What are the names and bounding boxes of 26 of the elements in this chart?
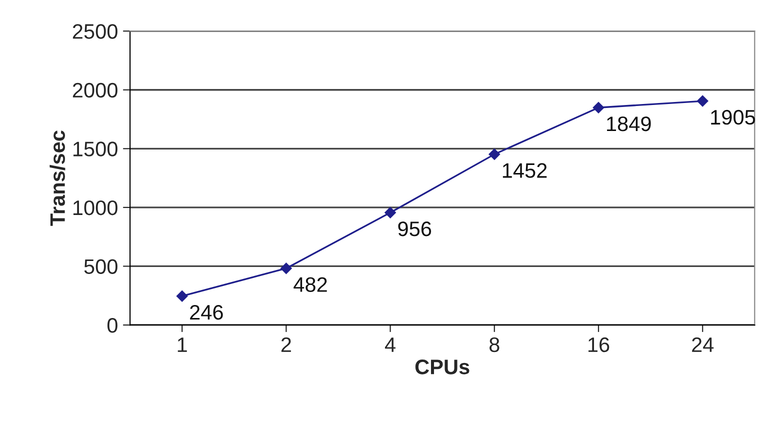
y-axis-title: Trans/sec <box>50 130 66 226</box>
point <box>384 207 396 218</box>
y-tick-label: 1000 <box>73 200 118 216</box>
y-tick-label: 2500 <box>72 24 118 39</box>
y-tick-label: 1500 <box>73 142 118 156</box>
x-tick-label: 8 <box>490 337 500 352</box>
x-tick-label: 24 <box>692 337 714 352</box>
x-tick-label: 16 <box>588 337 610 352</box>
point <box>696 95 708 107</box>
data-label: 1849 <box>607 116 651 132</box>
y-tick-label: 500 <box>84 259 118 274</box>
point <box>280 262 292 274</box>
x-axis-title: CPUs <box>415 360 470 374</box>
y-tick-label: 2000 <box>72 82 118 98</box>
x-tick-label: 1 <box>178 338 187 352</box>
point <box>176 290 188 302</box>
point <box>592 102 604 114</box>
x-tick-label: 4 <box>384 338 396 352</box>
data-label: 956 <box>398 221 432 236</box>
data-label: 246 <box>190 304 223 320</box>
data-label: 1452 <box>502 163 547 178</box>
point <box>488 148 500 160</box>
x-tick-label: 2 <box>281 337 291 352</box>
y-tick-label: 0 <box>107 318 118 333</box>
data-label: 482 <box>294 277 327 292</box>
data-label: 1905 <box>711 110 756 125</box>
